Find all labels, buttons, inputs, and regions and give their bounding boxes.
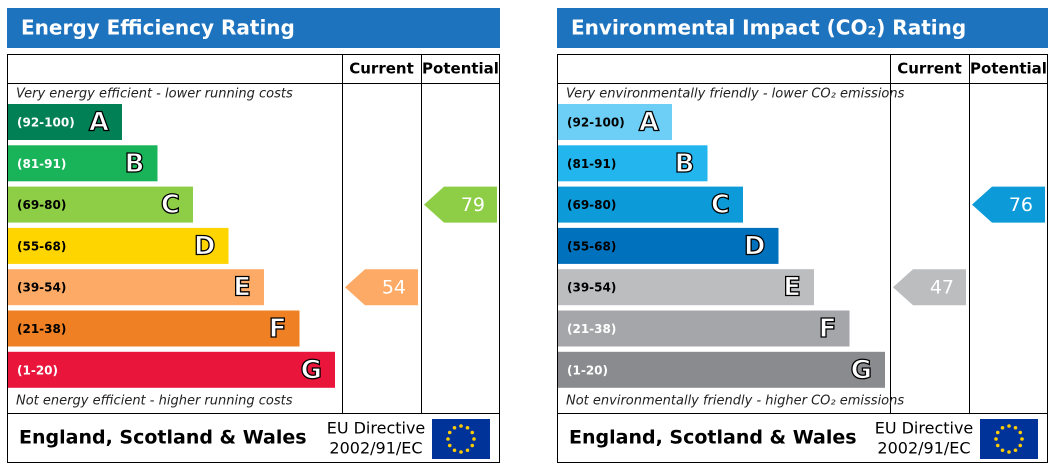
column-header: Potential [970,60,1047,78]
band-range: (81-91) [567,157,616,171]
rating-band [558,269,814,306]
rating-band [558,310,850,347]
band-letter: E [233,273,251,303]
panel-title: Environmental Impact (CO₂) Rating [571,16,966,40]
band-letter: A [89,108,109,138]
potential-value: 76 [1009,194,1033,216]
directive: EU Directive [327,419,426,438]
current-value: 47 [930,277,954,299]
band-range: (69-80) [17,198,66,212]
flag-star [465,448,470,453]
rating-band [558,145,708,182]
rating-band [8,269,264,306]
band-letter: F [269,314,287,344]
flag-star [1018,430,1023,435]
top-note: Very environmentally friendly - lower CO… [566,87,905,102]
flag-star [1007,450,1011,454]
band-letter: G [851,355,872,385]
directive: EU Directive [875,419,974,438]
region: England, Scotland & Wales [569,427,857,449]
band-range: (69-80) [567,198,616,212]
potential-value: 79 [461,194,485,216]
band-range: (1-20) [567,363,608,377]
flag-star [1007,424,1011,428]
flag-star [995,430,1000,435]
band-letter: G [301,355,322,385]
frame [7,54,500,463]
rating-band [8,145,158,182]
band-range: (92-100) [17,116,75,130]
bottom-note: Not energy efficient - higher running co… [16,394,293,409]
band-letter: E [783,273,801,303]
band-range: (21-38) [567,322,616,336]
band-range: (55-68) [567,239,616,253]
band-range: (39-54) [17,281,66,295]
band-letter: B [675,149,695,179]
frame [557,54,1048,463]
flag-star [994,437,998,441]
band-letter: F [819,314,837,344]
band-range: (81-91) [17,157,66,171]
epc-panel: Environmental Impact (CO₂) Rating Current… [557,8,1048,463]
flag-star [459,424,463,428]
band-range: (1-20) [17,363,58,377]
band-letter: C [161,190,180,220]
flag-star [1000,425,1005,430]
band-letter: A [639,108,659,138]
rating-band [558,104,672,140]
band-letter: C [711,190,730,220]
flag-star [1013,425,1018,430]
current-value: 54 [382,277,406,299]
current-arrow [893,269,966,306]
bottom-note: Not environmentally friendly - higher CO… [566,394,904,409]
rating-band [8,104,122,140]
flag-star [995,443,1000,448]
flag-star [446,437,450,441]
directive: 2002/91/EC [329,439,422,458]
column-header: Potential [422,60,499,78]
epc-panel: Energy Efficiency Rating Current Potential… [7,8,500,463]
column-header: Current [349,60,414,78]
directive: 2002/91/EC [877,439,970,458]
column-header: Current [897,60,962,78]
flag-star [459,450,463,454]
top-note: Very energy efficient - lower running co… [16,87,293,102]
flag-star [470,430,475,435]
flag-star [1013,448,1018,453]
flag-star [452,448,457,453]
rating-band [8,227,229,264]
title-bar [7,8,500,48]
flag-star [447,430,452,435]
title-bar [557,8,1048,48]
rating-band [558,186,743,223]
flag-star [465,425,470,430]
potential-arrow [424,186,497,223]
region: England, Scotland & Wales [19,427,307,449]
band-letter: D [744,231,766,261]
band-letter: D [194,231,216,261]
band-letter: B [125,149,145,179]
rating-band [558,351,885,388]
rating-band [8,186,193,223]
flag-star [447,443,452,448]
band-range: (39-54) [567,281,616,295]
flag-star [472,437,476,441]
flag-star [1018,443,1023,448]
potential-arrow [972,186,1045,223]
band-range: (21-38) [17,322,66,336]
flag-star [1020,437,1024,441]
rating-band [558,227,779,264]
band-range: (92-100) [567,116,625,130]
flag-star [452,425,457,430]
band-range: (55-68) [17,239,66,253]
rating-band [8,310,300,347]
rating-band [8,351,335,388]
flag-star [470,443,475,448]
current-arrow [345,269,418,306]
panel-title: Energy Efficiency Rating [21,16,295,40]
flag-star [1000,448,1005,453]
